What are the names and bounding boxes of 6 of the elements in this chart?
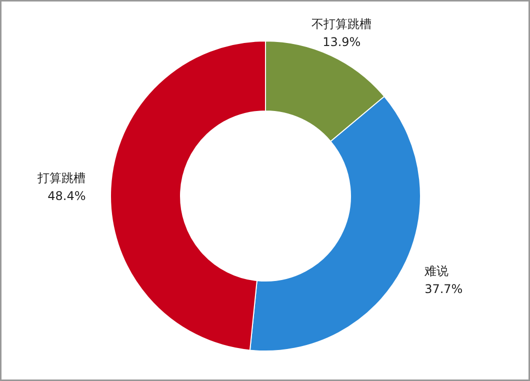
data-label: 37.7%	[424, 282, 463, 296]
slice-label: 打算跳槽	[36, 170, 86, 185]
slice-label: 难说	[424, 264, 449, 278]
slice-label: 不打算跳槽	[312, 16, 372, 31]
data-label: 13.9%	[322, 34, 361, 49]
data-label: 48.4%	[48, 188, 86, 203]
